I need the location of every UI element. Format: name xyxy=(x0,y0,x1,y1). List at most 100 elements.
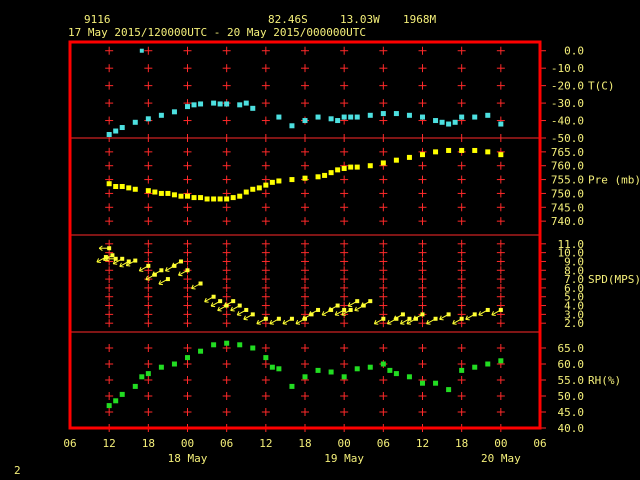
humidity-point xyxy=(387,367,393,373)
humidity-point xyxy=(185,355,190,361)
y-tick-label: 9.0 xyxy=(564,255,584,268)
temperature-point xyxy=(439,119,445,125)
humidity-point xyxy=(198,348,204,354)
time-tick-label: 12 xyxy=(416,437,429,450)
wind-vector xyxy=(223,300,234,308)
time-tick-label: 06 xyxy=(63,437,76,450)
wind-vector xyxy=(230,305,240,312)
wind-vector xyxy=(138,265,149,272)
wind-vector xyxy=(119,261,129,268)
pressure-point xyxy=(158,190,164,196)
y-tick-label: 45.0 xyxy=(558,406,585,419)
y-tick-label: 50.0 xyxy=(558,390,585,403)
y-tick-label: 2.0 xyxy=(564,317,584,330)
wind-vector xyxy=(308,309,319,316)
wind-vector xyxy=(373,318,384,325)
humidity-point xyxy=(119,391,125,397)
humidity-point xyxy=(367,364,373,370)
wind-vector xyxy=(465,313,475,321)
humidity-point xyxy=(250,345,256,351)
temperature-point xyxy=(211,100,217,106)
pressure-point xyxy=(256,185,262,191)
wind-vector xyxy=(98,245,110,251)
pressure-point xyxy=(243,189,249,195)
temperature-point xyxy=(191,102,197,108)
pressure-point xyxy=(406,154,412,160)
wind-vector xyxy=(256,318,267,325)
y-tick-label: -10.0 xyxy=(551,62,584,75)
wind-vector xyxy=(243,313,254,321)
wind-vector xyxy=(158,278,169,286)
temperature-point xyxy=(217,101,223,107)
temperature-point xyxy=(485,112,491,118)
y-tick-label: 5.0 xyxy=(564,291,584,304)
wind-vector xyxy=(204,296,214,303)
y-tick-label: -20.0 xyxy=(551,80,584,93)
y-tick-label: 740.0 xyxy=(551,215,584,228)
y-tick-label: 755.0 xyxy=(551,174,584,187)
wind-vector xyxy=(125,260,136,267)
elevation: 1968M xyxy=(403,13,436,26)
humidity-point xyxy=(132,383,138,389)
humidity-point xyxy=(433,380,439,386)
humidity-point xyxy=(420,380,425,386)
temperature-point xyxy=(289,123,295,129)
day-label: 18 May xyxy=(168,452,208,465)
pressure-point xyxy=(276,178,282,184)
y-tick-label: -30.0 xyxy=(551,97,584,110)
temperature-point xyxy=(498,121,504,127)
wind-vector xyxy=(269,318,280,325)
humidity-point xyxy=(276,366,282,372)
humidity-point xyxy=(263,355,269,361)
y-tick-label: 40.0 xyxy=(558,422,585,435)
y-tick-label: 10.0 xyxy=(558,247,585,260)
wind-vector xyxy=(452,318,462,325)
pressure-point xyxy=(165,190,171,196)
longitude: 13.03W xyxy=(340,13,380,26)
pressure-point xyxy=(420,152,425,158)
temperature-point xyxy=(420,114,425,120)
humidity-point xyxy=(341,374,347,380)
wind-vector xyxy=(399,318,410,325)
time-tick-label: 18 xyxy=(142,437,155,450)
temperature-point xyxy=(354,114,360,120)
wind-vector xyxy=(191,283,201,290)
pressure-point xyxy=(498,152,504,158)
pressure-point xyxy=(204,196,210,202)
pressure-point xyxy=(341,165,347,171)
pressure-point xyxy=(178,193,184,199)
wind-vector xyxy=(151,269,162,277)
time-tick-label: 00 xyxy=(338,437,351,450)
pressure-point xyxy=(446,147,452,153)
plot-frame xyxy=(68,40,542,430)
temperature-point xyxy=(171,109,177,115)
y-tick-label: 760.0 xyxy=(551,160,584,173)
temperature-point xyxy=(459,114,465,120)
pressure-point xyxy=(472,147,478,153)
temperature-point xyxy=(328,116,334,122)
temperature-point xyxy=(224,101,230,107)
humidity-point xyxy=(211,342,217,348)
y-tick-label: 55.0 xyxy=(558,374,585,387)
pressure-point xyxy=(217,196,223,202)
temperature-point xyxy=(119,125,125,131)
pressure-point xyxy=(113,184,119,189)
wind-vector xyxy=(328,305,338,312)
y-tick-label: 65.0 xyxy=(558,342,585,355)
wind-vector xyxy=(210,300,221,308)
wind-vector xyxy=(491,309,502,316)
pressure-point xyxy=(433,149,439,155)
temperature-point xyxy=(243,100,249,106)
pressure-point xyxy=(171,192,177,198)
pressure-point xyxy=(119,184,125,189)
temperature-point xyxy=(348,114,354,120)
wind-vector xyxy=(426,318,436,325)
temperature-point xyxy=(452,119,458,125)
temperature-point xyxy=(250,105,256,111)
time-tick-label: 00 xyxy=(181,437,194,450)
pressure-point xyxy=(322,172,328,178)
time-axis: 06 12 18 00 06 12 18 00 06 12 18 00 06 18 May 19 May 20… xyxy=(63,437,546,465)
temperature-point xyxy=(335,118,341,124)
wind-vector xyxy=(282,318,293,325)
temperature-point xyxy=(132,119,138,125)
